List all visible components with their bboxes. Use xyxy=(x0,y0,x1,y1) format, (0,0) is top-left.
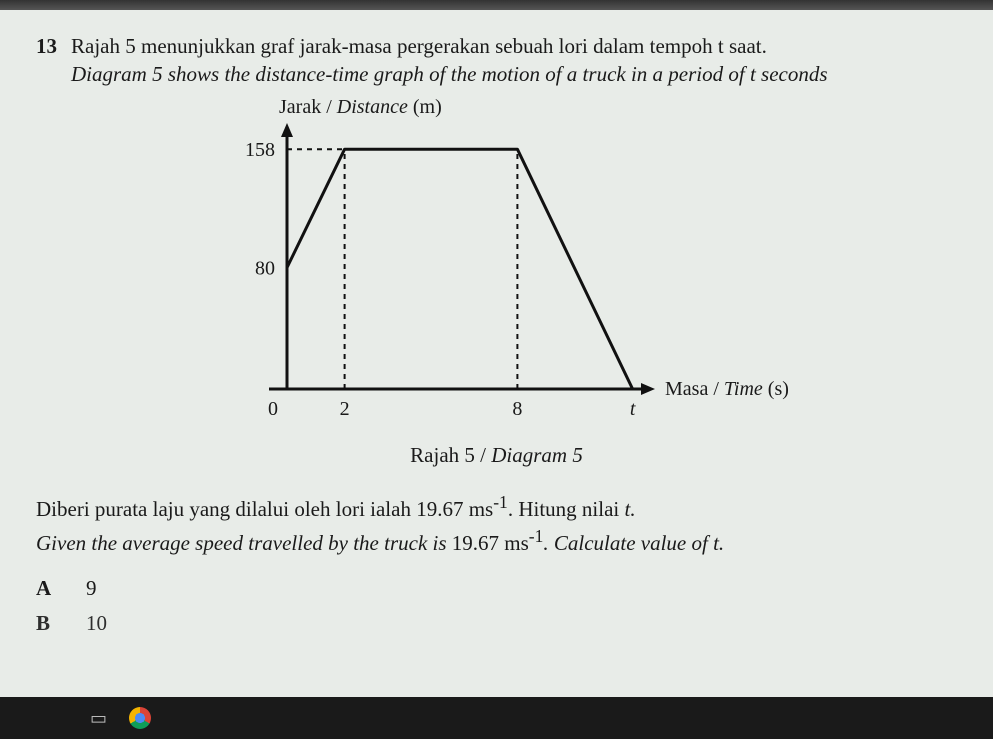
page-content: 13 Rajah 5 menunjukkan graf jarak-masa p… xyxy=(36,18,957,636)
svg-text:Jarak / Distance (m): Jarak / Distance (m) xyxy=(279,96,442,118)
svg-text:Masa / Time (s): Masa / Time (s) xyxy=(665,378,789,400)
svg-text:158: 158 xyxy=(245,139,275,161)
option-letter: A xyxy=(36,576,60,601)
window-top-bar xyxy=(0,0,993,10)
chrome-icon[interactable] xyxy=(129,707,151,729)
given-text: Diberi purata laju yang dilalui oleh lor… xyxy=(36,490,957,559)
given-line-1: Diberi purata laju yang dilalui oleh lor… xyxy=(36,490,957,524)
svg-text:8: 8 xyxy=(512,398,522,420)
svg-text:0: 0 xyxy=(268,398,278,420)
svg-text:2: 2 xyxy=(339,398,349,420)
svg-text:80: 80 xyxy=(255,257,275,279)
question-text: Rajah 5 menunjukkan graf jarak-masa perg… xyxy=(71,32,957,89)
caption-plain: Rajah 5 / xyxy=(410,443,491,467)
chart-container: Jarak / Distance (m) 80 158 0 2 8 t Masa / Time… xyxy=(36,95,957,435)
chart-caption: Rajah 5 / Diagram 5 xyxy=(36,443,957,468)
given-line-2: Given the average speed travelled by the… xyxy=(36,524,957,558)
question-line-1: Rajah 5 menunjukkan graf jarak-masa perg… xyxy=(71,32,957,60)
option-value: 9 xyxy=(86,576,97,601)
option-a: A 9 xyxy=(36,576,957,601)
caption-italic: Diagram 5 xyxy=(491,443,583,467)
question-number: 13 xyxy=(36,32,57,89)
taskbar-app-icon[interactable]: ▭ xyxy=(90,708,107,729)
taskbar[interactable]: ▭ xyxy=(0,697,993,739)
option-letter: B xyxy=(36,611,60,636)
svg-text:t: t xyxy=(629,398,635,420)
option-value: 10 xyxy=(86,611,107,636)
question-block: 13 Rajah 5 menunjukkan graf jarak-masa p… xyxy=(36,32,957,89)
distance-time-chart: Jarak / Distance (m) 80 158 0 2 8 t Masa / Time… xyxy=(177,95,817,435)
answer-options: A 9 B 10 xyxy=(36,576,957,636)
option-b: B 10 xyxy=(36,611,957,636)
question-line-2: Diagram 5 shows the distance-time graph … xyxy=(71,60,957,88)
